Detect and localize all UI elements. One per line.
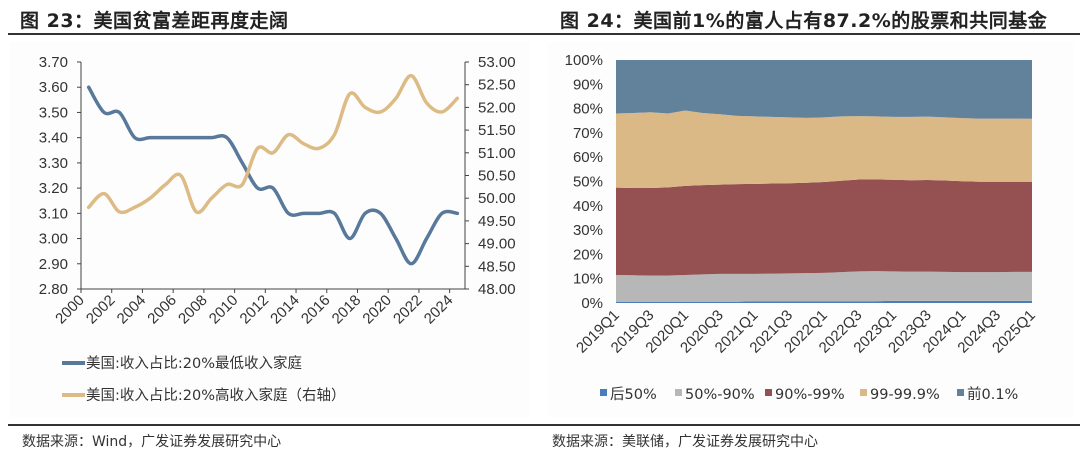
area-series-4 [616, 60, 1032, 119]
y-tick-label: 20% [573, 246, 603, 263]
y-tick-label: 90% [573, 76, 603, 93]
legend-label: 前0.1% [967, 386, 1018, 403]
left-y-tick-label: 3.20 [39, 180, 68, 197]
right-y-tick-label: 48.00 [478, 281, 516, 298]
right-y-tick-label: 49.00 [478, 236, 516, 253]
legend-swatch [860, 389, 867, 396]
legend-label: 90%-99% [775, 387, 845, 403]
left-y-tick-label: 3.00 [39, 231, 68, 248]
left-source: 数据来源：Wind，广发证券发展研究中心 [22, 434, 282, 450]
left-y-tick-label: 2.80 [39, 281, 68, 298]
right-y-tick-label: 51.50 [478, 122, 516, 139]
legend-label: 后50% [610, 386, 657, 403]
right-y-tick-label: 50.50 [478, 168, 516, 185]
left-y-tick-label: 3.40 [39, 130, 68, 147]
right-y-tick-label: 50.00 [478, 190, 516, 207]
right-y-tick-label: 52.50 [478, 77, 516, 94]
y-tick-label: 30% [573, 222, 603, 239]
legend-label: 美国:收入占比:20%高收入家庭（右轴） [86, 387, 346, 404]
y-tick-label: 0% [581, 295, 603, 312]
legend-swatch [957, 389, 964, 396]
series-line-high-income [86, 73, 460, 215]
left-y-tick-label: 3.60 [39, 79, 68, 96]
series-line-low-income [86, 85, 460, 266]
y-tick-label: 40% [573, 198, 603, 215]
left-y-tick-label: 3.50 [39, 104, 68, 121]
legend-swatch [675, 389, 682, 396]
y-tick-label: 80% [573, 101, 603, 118]
left-y-tick-label: 3.70 [39, 54, 68, 71]
legend-label: 99-99.9% [870, 387, 940, 403]
area-series-2 [616, 179, 1032, 276]
legend-label: 美国:收入占比:20%最低收入家庭 [86, 355, 302, 372]
y-tick-label: 50% [573, 174, 603, 191]
bottom-divider [8, 424, 1080, 426]
y-tick-label: 10% [573, 271, 603, 288]
right-source: 数据来源：美联储，广发证券发展研究中心 [552, 434, 818, 450]
right-y-tick-label: 51.00 [478, 145, 516, 162]
legend-label: 50%-90% [685, 387, 755, 403]
y-tick-label: 100% [565, 52, 603, 69]
legend-swatch [600, 389, 607, 396]
y-tick-label: 60% [573, 149, 603, 166]
y-tick-label: 70% [573, 125, 603, 142]
left-y-tick-label: 2.90 [39, 256, 68, 273]
left-y-tick-label: 3.10 [39, 205, 68, 222]
right-y-tick-label: 48.50 [478, 258, 516, 275]
top-divider [8, 33, 1080, 35]
right-y-tick-label: 52.00 [478, 99, 516, 116]
right-chart-title: 图 24：美国前1%的富人占有87.2%的股票和共同基金 [560, 10, 1048, 32]
right-y-tick-label: 49.50 [478, 213, 516, 230]
area-series-3 [616, 110, 1032, 189]
area-series-0 [616, 300, 1032, 303]
legend-swatch [765, 389, 772, 396]
area-series-1 [616, 271, 1032, 302]
left-chart-title: 图 23：美国贫富差距再度走阔 [20, 10, 289, 32]
right-y-tick-label: 53.00 [478, 54, 516, 71]
left-y-tick-label: 3.30 [39, 155, 68, 172]
